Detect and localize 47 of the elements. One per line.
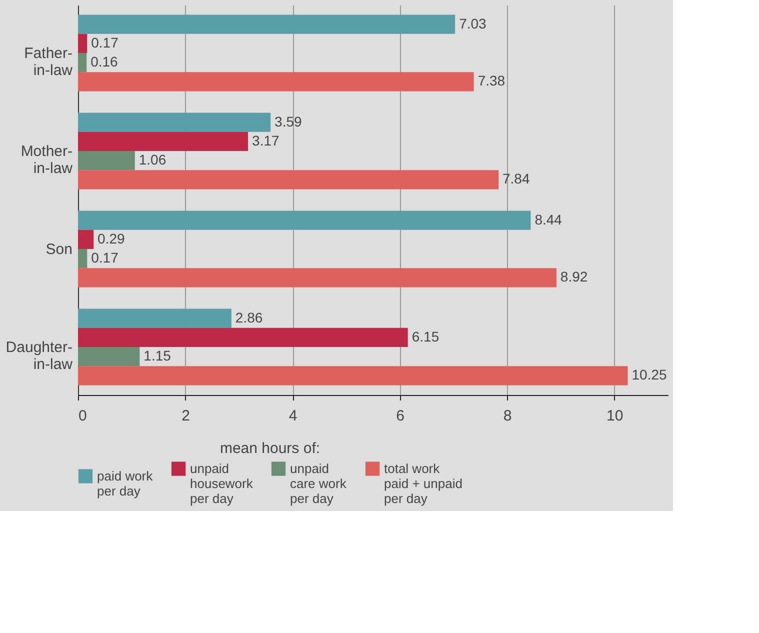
bar — [78, 210, 531, 230]
bar — [78, 308, 232, 328]
x-tick-label: 2 — [182, 408, 190, 424]
y-tick-label: Son — [46, 240, 72, 258]
data-label: 1.15 — [144, 348, 172, 364]
bar — [78, 72, 474, 92]
data-label: 0.29 — [98, 230, 126, 246]
data-label: 6.15 — [412, 328, 440, 344]
legend-title: mean hours of: — [220, 440, 320, 457]
x-tick-label: 8 — [503, 408, 512, 424]
y-tick-label: Father-in-law — [24, 45, 73, 80]
bar — [78, 248, 88, 268]
legend-label: unpaid housework per day — [190, 460, 254, 506]
bar — [78, 132, 248, 152]
data-label: 8.44 — [534, 211, 562, 228]
x-tick-label: 0 — [78, 408, 87, 424]
data-label: 0.17 — [91, 250, 119, 266]
legend-label: unpaid care work per day — [290, 460, 347, 506]
legend-label: total work paid + unpaid per day — [384, 460, 462, 506]
data-label: 8.92 — [560, 268, 588, 285]
data-label: 0.17 — [91, 34, 119, 50]
x-tick-label: 10 — [606, 408, 624, 424]
data-label: 10.25 — [632, 366, 668, 383]
bar — [78, 346, 140, 366]
bar — [78, 34, 88, 54]
data-label: 7.38 — [478, 72, 506, 89]
bar — [78, 366, 628, 386]
bar — [78, 268, 556, 288]
y-tick-label: Mother-in-law — [20, 143, 73, 178]
y-tick-label: Daughter-in-law — [6, 338, 73, 373]
bar — [78, 14, 456, 34]
data-label: 7.84 — [502, 170, 530, 187]
bar — [78, 53, 87, 72]
bar — [78, 112, 271, 132]
data-label: 7.03 — [459, 15, 487, 32]
bar — [78, 328, 408, 347]
bar — [78, 170, 499, 190]
bar — [78, 230, 94, 249]
bar — [78, 151, 135, 170]
data-label: 1.06 — [138, 152, 166, 168]
data-label: 0.16 — [90, 54, 118, 70]
data-label: 2.86 — [235, 309, 263, 326]
data-label: 3.17 — [252, 132, 280, 148]
x-tick-label: 6 — [396, 408, 404, 424]
data-label: 3.59 — [274, 113, 302, 130]
legend-label: paid work per day — [97, 468, 154, 498]
x-tick-label: 4 — [288, 408, 298, 424]
